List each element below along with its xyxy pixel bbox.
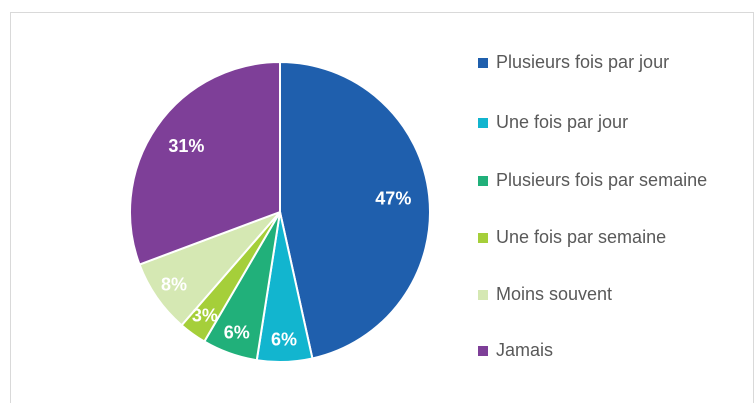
legend-swatch (478, 176, 488, 186)
legend-item: Une fois par semaine (478, 225, 666, 250)
data-label: 8% (161, 274, 187, 294)
legend-label: Plusieurs fois par jour (496, 52, 670, 72)
legend-label: Plusieurs fois par semaine (496, 170, 708, 190)
legend-item: Plusieurs fois par semaine (478, 168, 707, 193)
legend-item: Moins souvent (478, 282, 612, 307)
pie-slice (279, 60, 431, 360)
data-label: 6% (224, 322, 250, 342)
legend-item: Une fois par jour (478, 110, 628, 135)
legend-label: Jamais (496, 340, 554, 360)
legend-label: Une fois par semaine (496, 227, 667, 247)
data-label: 3% (192, 306, 218, 326)
legend-item: Jamais (478, 338, 553, 363)
legend-label: Une fois par jour (496, 112, 629, 132)
data-label: 6% (271, 330, 297, 350)
legend-label: Moins souvent (496, 284, 613, 304)
data-label: 31% (168, 136, 204, 156)
legend-item: Plusieurs fois par jour (478, 50, 669, 75)
pie-slice (129, 60, 281, 266)
legend-swatch (478, 118, 488, 128)
legend-swatch (478, 346, 488, 356)
legend-swatch (478, 58, 488, 68)
legend-swatch (478, 233, 488, 243)
data-label: 47% (375, 188, 411, 208)
chart-frame (10, 12, 754, 403)
legend-swatch (478, 290, 488, 300)
legend: Plusieurs fois par jour Une fois par jour… (478, 0, 738, 403)
